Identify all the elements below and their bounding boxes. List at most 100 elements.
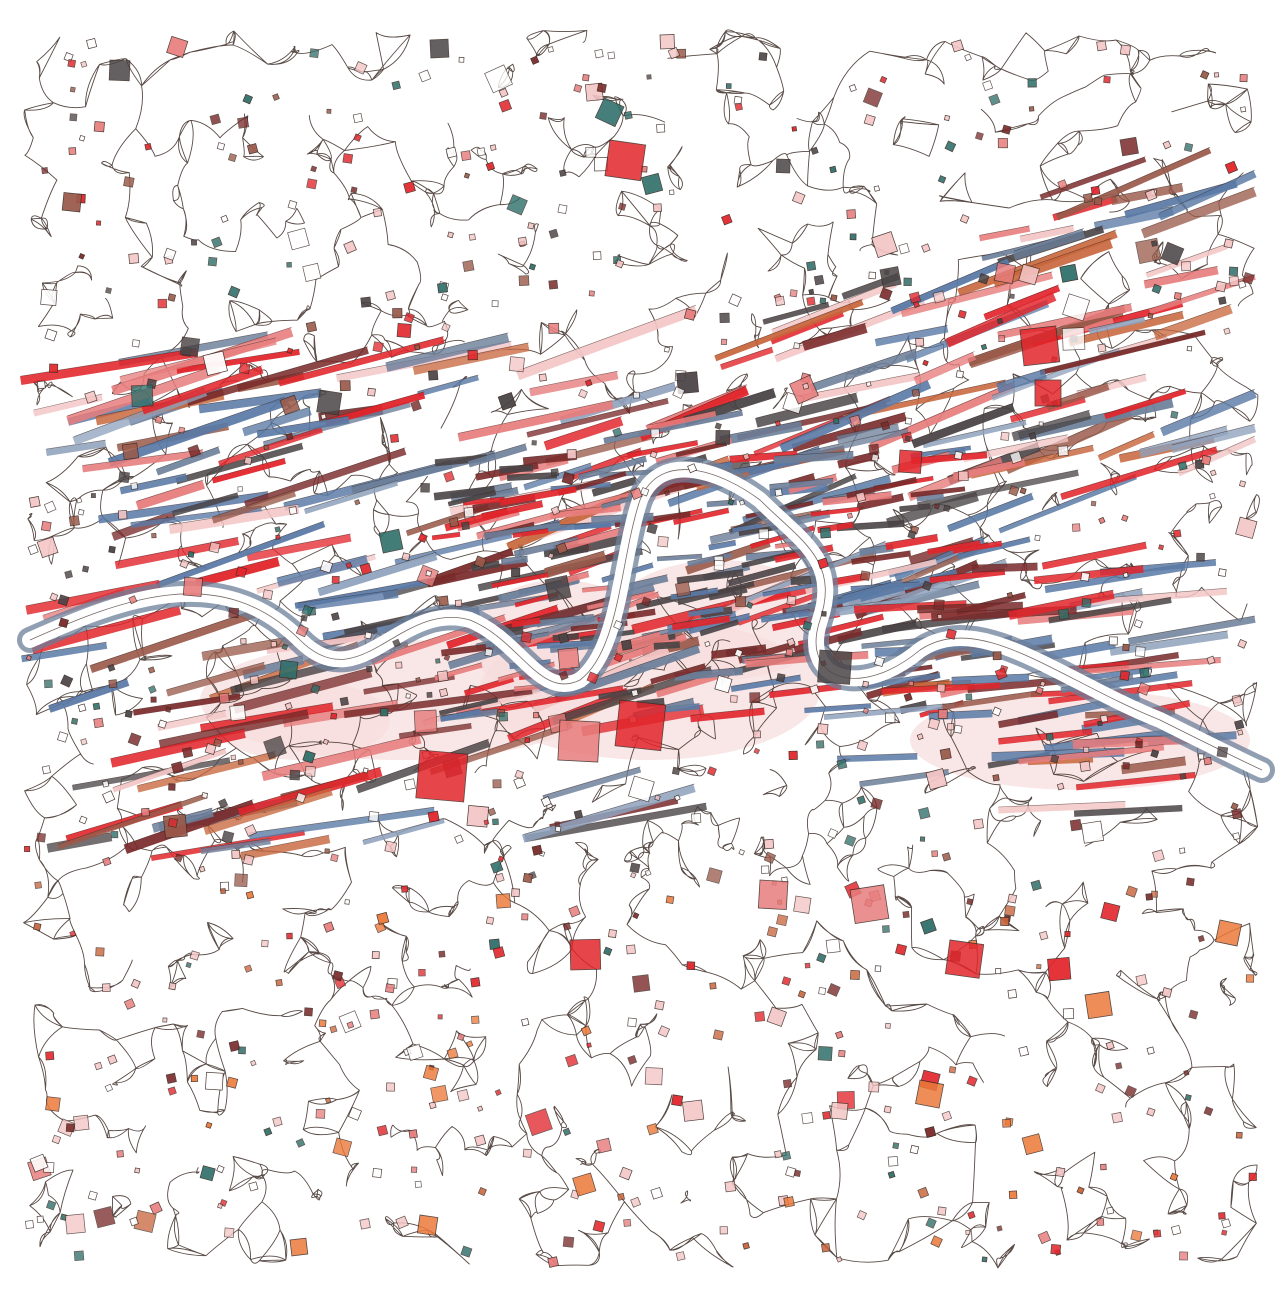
streak-band: [836, 423, 900, 444]
building-square: [915, 337, 925, 347]
building-square: [301, 604, 314, 617]
building-square: [1064, 930, 1071, 938]
streak-band: [769, 683, 842, 699]
building-square: [220, 888, 226, 894]
building-square: [342, 153, 354, 164]
landmark-square: [289, 1237, 309, 1257]
building-square: [776, 673, 786, 683]
building-square: [547, 46, 554, 53]
streak-edge: [218, 426, 323, 462]
streak-band: [885, 534, 939, 551]
building-square: [1223, 238, 1234, 249]
building-square: [45, 1096, 61, 1112]
streak-edge: [1110, 630, 1228, 649]
streak-edge: [417, 374, 479, 392]
streak-band: [276, 555, 369, 587]
streak-band: [688, 613, 751, 635]
building-square: [69, 113, 78, 122]
streak-band: [809, 349, 917, 392]
building-square: [302, 750, 316, 764]
streak-edge: [720, 420, 802, 437]
building-square: [937, 613, 943, 620]
streak-edge: [1061, 446, 1217, 494]
building-square: [242, 854, 255, 866]
building-square: [123, 176, 135, 188]
building-square: [1034, 534, 1041, 542]
streak-edge: [1020, 224, 1074, 237]
building-square: [227, 153, 237, 163]
building-square: [288, 506, 298, 515]
building-square: [36, 380, 46, 390]
streak-edge: [472, 685, 624, 711]
building-square: [25, 1219, 35, 1230]
streak-edge: [1056, 146, 1211, 215]
streak-band: [810, 506, 860, 517]
landmark-square: [429, 38, 450, 59]
building-square: [275, 534, 281, 540]
streak-band: [648, 410, 717, 431]
streak-band: [1176, 436, 1257, 477]
streak-edge: [1012, 409, 1091, 433]
landmark-square: [614, 699, 667, 752]
streak-edge: [543, 766, 641, 796]
building-square: [1197, 753, 1205, 760]
building-square: [1130, 1229, 1143, 1242]
building-square: [1228, 266, 1239, 276]
building-square: [1097, 720, 1103, 727]
building-square: [49, 592, 59, 602]
building-square: [1039, 680, 1046, 687]
streak-edge: [204, 786, 332, 827]
building-square: [933, 503, 940, 510]
building-square: [788, 750, 798, 760]
building-square: [1019, 487, 1027, 495]
streak-edge: [731, 674, 801, 687]
streak-edge: [545, 550, 606, 569]
streak-band: [21, 642, 108, 663]
building-square: [330, 712, 338, 720]
building-square: [941, 852, 952, 862]
building-square: [967, 1210, 976, 1220]
building-square: [57, 594, 70, 607]
building-square: [727, 498, 735, 506]
building-square: [522, 1148, 532, 1158]
building-square: [274, 526, 281, 533]
streak-band: [626, 440, 699, 459]
building-square: [1027, 78, 1037, 88]
building-square: [295, 1138, 306, 1148]
building-square: [806, 296, 816, 306]
building-square: [826, 983, 841, 997]
building-square: [437, 282, 448, 294]
building-square: [1069, 819, 1082, 832]
streak-edge: [914, 351, 975, 378]
building-square: [632, 974, 651, 993]
building-square: [994, 667, 1008, 681]
building-square: [468, 233, 476, 241]
building-square: [366, 665, 373, 673]
building-square: [1162, 140, 1172, 150]
streak-band: [237, 767, 383, 818]
streak-edge: [1142, 186, 1256, 230]
building-square: [673, 794, 681, 802]
building-square: [309, 48, 320, 59]
building-square: [953, 450, 963, 460]
streak-band: [526, 398, 669, 438]
streak-edge: [499, 464, 534, 467]
streak-band: [1060, 446, 1218, 501]
building-square: [522, 872, 533, 884]
streak-edge: [1071, 657, 1221, 670]
landmark-square: [604, 139, 647, 182]
landmark-square: [1019, 325, 1061, 367]
building-square: [868, 443, 880, 455]
streak-band: [1109, 630, 1229, 656]
building-square: [1122, 643, 1130, 652]
building-square: [166, 35, 189, 59]
streak-band: [731, 522, 763, 533]
building-square: [326, 108, 332, 114]
building-square: [29, 1153, 49, 1173]
streak-edge: [708, 539, 736, 546]
streak-band: [917, 469, 1079, 509]
building-square: [964, 53, 972, 62]
streak-band: [714, 299, 864, 362]
streak-band: [488, 487, 519, 501]
